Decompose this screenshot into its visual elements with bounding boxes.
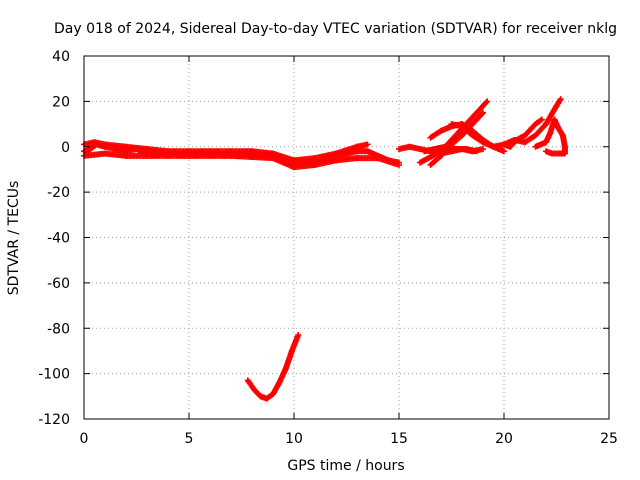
y-tick-label: -80 xyxy=(47,321,70,337)
series-t22-end xyxy=(543,148,568,157)
grid-lines xyxy=(84,56,609,419)
series-t18-fall xyxy=(448,121,497,150)
y-tick-label: 0 xyxy=(61,140,70,156)
x-tick-labels: 0 5 10 15 20 25 xyxy=(80,431,618,447)
series-t16-rise xyxy=(417,98,491,166)
chart-title: Day 018 of 2024, Sidereal Day-to-day VTE… xyxy=(54,21,617,37)
x-tick-label: 10 xyxy=(285,431,303,447)
y-tick-label: 40 xyxy=(52,49,70,65)
axis-ticks xyxy=(83,55,610,420)
y-tick-labels: -120 -100 -80 -60 -40 -20 0 20 40 xyxy=(38,49,70,428)
x-tick-label: 20 xyxy=(495,431,513,447)
data-point xyxy=(364,141,371,148)
x-axis-label: GPS time / hours xyxy=(287,458,404,474)
data-point xyxy=(478,110,485,117)
data-point xyxy=(501,148,507,155)
data-point xyxy=(295,332,302,339)
data-point xyxy=(561,150,568,157)
data-point xyxy=(484,98,491,105)
y-axis-label: SDTVAR / TECUs xyxy=(6,181,22,296)
y-tick-label: -100 xyxy=(38,367,70,383)
data-point xyxy=(396,161,402,168)
plot-frame xyxy=(83,55,610,420)
data-point xyxy=(483,99,490,106)
series-t17-flat xyxy=(421,143,480,155)
data-point xyxy=(473,148,480,155)
series-t20-21 xyxy=(501,116,545,150)
data-point xyxy=(480,109,486,116)
data-point xyxy=(538,116,545,123)
x-tick-label: 5 xyxy=(185,431,194,447)
y-tick-label: -120 xyxy=(38,412,70,428)
x-tick-label: 25 xyxy=(600,431,618,447)
y-tick-label: -40 xyxy=(47,231,70,247)
y-tick-label: -20 xyxy=(47,185,70,201)
y-tick-label: -60 xyxy=(47,276,70,292)
data-points xyxy=(81,96,568,402)
x-tick-label: 0 xyxy=(80,431,89,447)
data-point xyxy=(557,96,564,103)
series-band-lower xyxy=(81,150,402,171)
data-point xyxy=(480,146,486,153)
y-tick-label: 20 xyxy=(52,94,70,110)
series-arc-low xyxy=(244,332,302,402)
x-tick-label: 15 xyxy=(390,431,408,447)
